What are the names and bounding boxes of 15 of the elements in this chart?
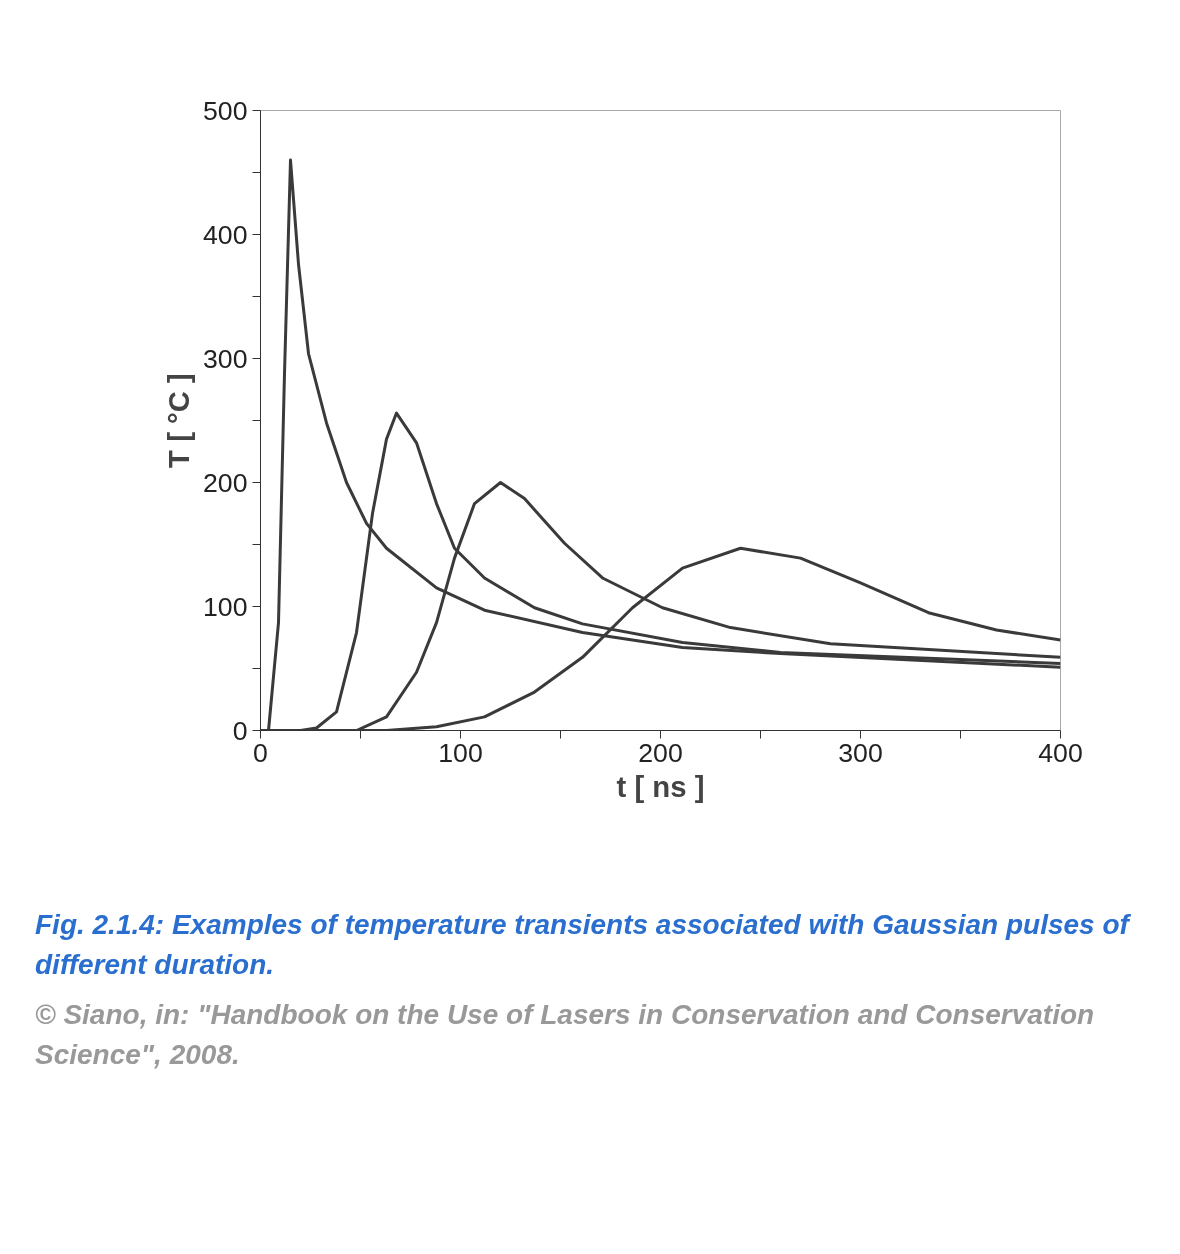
y-tick-label: 500 (203, 95, 248, 126)
x-tick-label: 100 (438, 737, 483, 768)
y-tick-label: 200 (203, 467, 248, 498)
y-tick-label: 400 (203, 219, 248, 250)
caption: Fig. 2.1.4: Examples of temperature transients associated with Gaussian pulses of different duration. (35, 908, 1132, 982)
x-tick-label: 400 (1038, 737, 1083, 768)
x-tick-label: 0 (253, 737, 268, 768)
y-tick-label: 300 (203, 343, 248, 374)
y-tick-label: 0 (232, 715, 248, 746)
x-tick-label: 200 (638, 737, 683, 768)
x-axis-title: t [ ns ] (616, 769, 705, 803)
y-axis-title: T [ °C ] (162, 373, 196, 468)
x-tick-label: 300 (838, 737, 883, 768)
y-tick-label: 100 (203, 591, 248, 622)
text: © Siano, in: "Handbook on the Use of Lasers in Conservation and Conservation Science", 2008. (35, 998, 1096, 1072)
